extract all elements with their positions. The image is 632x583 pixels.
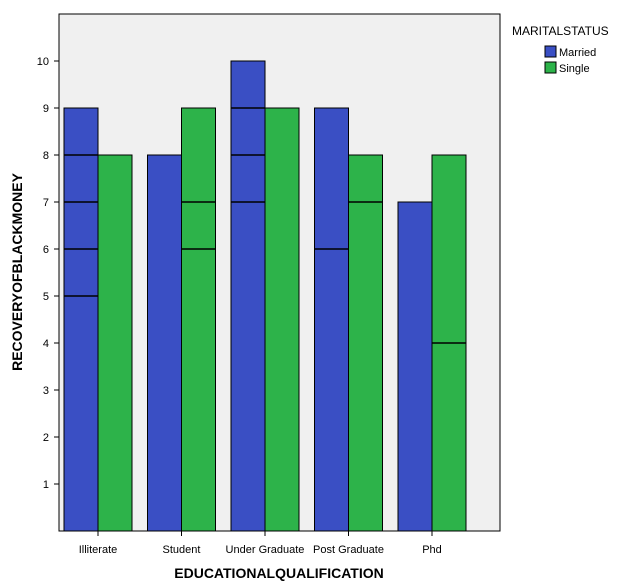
y-tick-label: 6: [43, 244, 49, 256]
y-tick-label: 3: [43, 385, 49, 397]
y-tick-label: 1: [43, 479, 49, 491]
bar-single-post-graduate: [348, 154, 383, 532]
x-tick-label: Illiterate: [79, 544, 118, 556]
legend-label-single: Single: [559, 63, 590, 75]
bar-single-under-graduate: [264, 107, 300, 532]
x-tick-label: Phd: [422, 544, 442, 556]
legend-swatch-married: [544, 45, 557, 58]
y-tick-label: 7: [43, 197, 49, 209]
x-tick-label: Post Graduate: [313, 544, 384, 556]
y-axis: 1 2 3 4 5 6 7 8 9 10: [37, 56, 59, 491]
x-tick-label: Under Graduate: [226, 544, 305, 556]
x-tick-label: Student: [163, 544, 201, 556]
bar-married-under-graduate: [230, 60, 266, 532]
bar-married-phd: [397, 201, 433, 532]
x-axis: Illiterate Student Under Graduate Post Grad…: [79, 531, 442, 556]
y-tick-label: 8: [43, 150, 49, 162]
bar-single-student: [181, 107, 216, 532]
bar-married-student: [147, 154, 182, 532]
bars: [63, 60, 467, 532]
y-tick-label: 2: [43, 432, 49, 444]
y-tick-label: 5: [43, 291, 49, 303]
bar-single-illiterate: [97, 154, 133, 532]
legend-swatch-single: [544, 61, 557, 74]
y-tick-label: 9: [43, 103, 49, 115]
legend: MARITALSTATUS Married Single: [512, 24, 609, 75]
y-tick-label: 4: [43, 338, 49, 350]
bar-married-post-graduate: [314, 107, 349, 532]
legend-title: MARITALSTATUS: [512, 24, 609, 38]
y-tick-label: 10: [37, 56, 49, 68]
x-axis-title: EDUCATIONALQUALIFICATION: [174, 565, 383, 581]
y-axis-title: RECOVERYOFBLACKMONEY: [9, 172, 25, 370]
bar-married-illiterate: [63, 107, 99, 532]
legend-label-married: Married: [559, 47, 596, 59]
